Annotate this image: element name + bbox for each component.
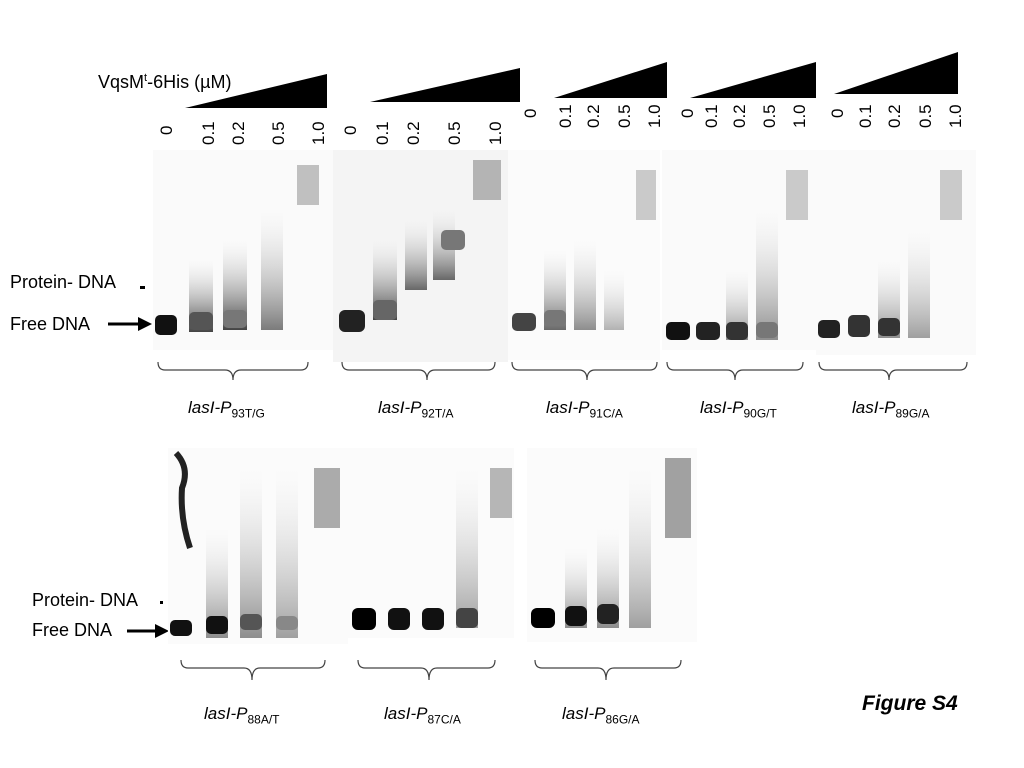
lane-label: 0.2 xyxy=(584,104,603,128)
concentration-wedge-1 xyxy=(185,74,327,108)
lane-label: 0.5 xyxy=(615,104,634,128)
gel-image-92T-A xyxy=(333,150,508,362)
protein-dna-marker-row-2 xyxy=(160,601,163,604)
brackets-row-1 xyxy=(157,361,968,381)
lane-label: 0.5 xyxy=(760,104,779,128)
lane-label: 0 xyxy=(678,108,697,118)
construct-label-86G-A: lasI-P86G/A xyxy=(562,704,640,727)
protein-name: VqsM xyxy=(98,72,145,92)
protein-dna-label-row-2: Protein- DNA xyxy=(32,590,139,610)
protein-dna-label: Protein- DNA xyxy=(10,272,117,292)
gel-image-93T-G xyxy=(153,150,333,350)
lane-label: 1.0 xyxy=(486,121,505,145)
construct-label-90G-T: lasI-P90G/T xyxy=(700,398,777,421)
construct-label-92T-A: lasI-P92T/A xyxy=(378,398,454,421)
lane-label: 0.2 xyxy=(730,104,749,128)
lane-label: 0.1 xyxy=(856,104,875,128)
concentration-wedge-4 xyxy=(690,62,816,98)
construct-label-91C-A: lasI-P91C/A xyxy=(546,398,623,421)
free-dna-arrow-icon-row-2 xyxy=(127,624,169,638)
lane-label: 0.1 xyxy=(702,104,721,128)
lane-label: 1.0 xyxy=(309,121,328,145)
lane-label: 0 xyxy=(828,108,847,118)
protein-unit: -6His (µM) xyxy=(147,72,232,92)
free-dna-label: Free DNA xyxy=(10,314,91,334)
lane-label: 0.1 xyxy=(199,121,218,145)
lane-label: 1.0 xyxy=(790,104,809,128)
lane-label: 0 xyxy=(157,125,176,135)
protein-superscript: t xyxy=(144,72,148,84)
lane-label: 1.0 xyxy=(946,104,965,128)
gel-image-86G-A xyxy=(527,448,697,642)
concentration-wedge-2 xyxy=(370,68,520,102)
construct-label-93T-G: lasI-P93T/G xyxy=(188,398,265,421)
concentration-wedge-3 xyxy=(554,62,667,98)
concentration-wedge-5 xyxy=(834,52,958,94)
lane-label: 1.0 xyxy=(645,104,664,128)
gel-image-88A-T xyxy=(168,448,348,644)
lane-label: 0 xyxy=(341,125,360,135)
lane-label: 0.5 xyxy=(269,121,288,145)
free-dna-label-row-2: Free DNA xyxy=(32,620,113,640)
gel-image-87C-A xyxy=(348,448,514,638)
brackets-row-2 xyxy=(180,659,682,681)
construct-label-88A-T: lasI-P88A/T xyxy=(204,704,280,727)
lane-label: 0.2 xyxy=(885,104,904,128)
gel-image-89G-A xyxy=(816,150,976,355)
lane-label: 0.2 xyxy=(229,121,248,145)
gel-image-91C-A xyxy=(508,150,660,360)
construct-label-87C-A: lasI-P87C/A xyxy=(384,704,461,727)
lane-label: 0.5 xyxy=(916,104,935,128)
lane-label: 0.1 xyxy=(373,121,392,145)
lane-label: 0.1 xyxy=(556,104,575,128)
protein-dna-marker xyxy=(140,286,145,289)
lane-label: 0 xyxy=(521,108,540,118)
gel-image-90G-T xyxy=(662,150,816,350)
construct-label-89G-A: lasI-P89G/A xyxy=(852,398,930,421)
free-dna-arrow-icon xyxy=(108,317,152,331)
lane-label: 0.2 xyxy=(404,121,423,145)
protein-concentration-label: VqsMt-6His (µM) xyxy=(98,72,231,93)
figure-label: Figure S4 xyxy=(862,692,958,715)
lane-label: 0.5 xyxy=(445,121,464,145)
